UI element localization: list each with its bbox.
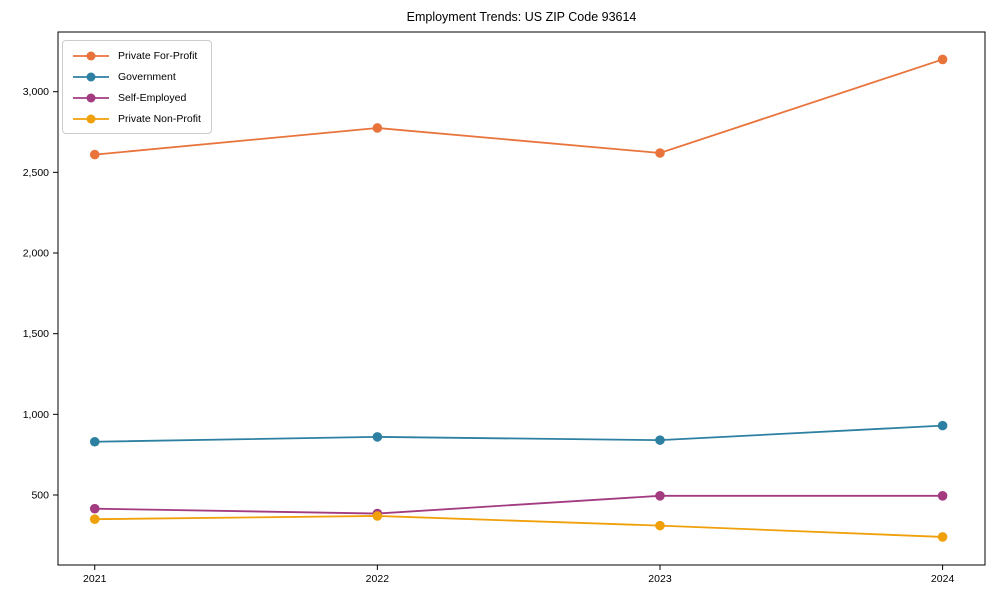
y-axis-tick-label: 500 [31, 489, 49, 501]
data-point-marker [89, 503, 100, 514]
legend-line-marker-icon [73, 72, 109, 81]
legend-item: Private Non-Profit [71, 110, 201, 127]
data-point-marker [937, 54, 948, 65]
legend-label: Government [118, 70, 176, 83]
legend-label: Private For-Profit [118, 49, 198, 62]
data-point-marker [655, 520, 665, 531]
x-axis-tick-label: 2022 [366, 573, 390, 585]
chart-title: Employment Trends: US ZIP Code 93614 [406, 10, 637, 24]
data-point-marker [937, 490, 948, 501]
y-axis-tick-label: 1,000 [23, 409, 49, 421]
legend-item: Government [71, 68, 201, 85]
data-point-marker [372, 432, 383, 442]
data-point-marker [372, 123, 383, 133]
series-line [94, 515, 943, 538]
data-point-marker [89, 149, 100, 160]
legend-label: Self-Employed [118, 91, 187, 104]
legend-line-marker-icon [73, 51, 109, 60]
data-point-marker [655, 435, 665, 445]
y-axis-tick-label: 3,000 [23, 86, 49, 98]
series-line [94, 58, 943, 156]
data-point-marker [89, 436, 100, 447]
series-line [94, 494, 943, 515]
x-axis-tick-label: 2023 [648, 573, 672, 585]
plot-border [57, 31, 986, 566]
legend-line-marker-icon [73, 93, 109, 102]
legend-item: Self-Employed [71, 89, 201, 106]
legend-item: Private For-Profit [71, 47, 201, 64]
data-point-marker [655, 148, 665, 158]
data-point-marker [89, 514, 100, 524]
legend-line-marker-icon [73, 114, 109, 123]
data-point-marker [372, 511, 383, 521]
x-axis-tick-label: 2021 [83, 573, 107, 585]
y-axis-tick-label: 2,500 [23, 167, 49, 179]
legend-label: Private Non-Profit [118, 112, 201, 125]
x-axis-tick-label: 2024 [931, 573, 955, 585]
data-point-marker [937, 420, 948, 431]
data-point-marker [937, 532, 948, 542]
data-point-marker [655, 490, 665, 501]
y-axis-tick-label: 1,500 [23, 328, 49, 340]
legend: Private For-Profit Government Self-Employe… [62, 40, 212, 134]
y-axis-tick-label: 2,000 [23, 248, 49, 260]
series-line [94, 424, 943, 443]
